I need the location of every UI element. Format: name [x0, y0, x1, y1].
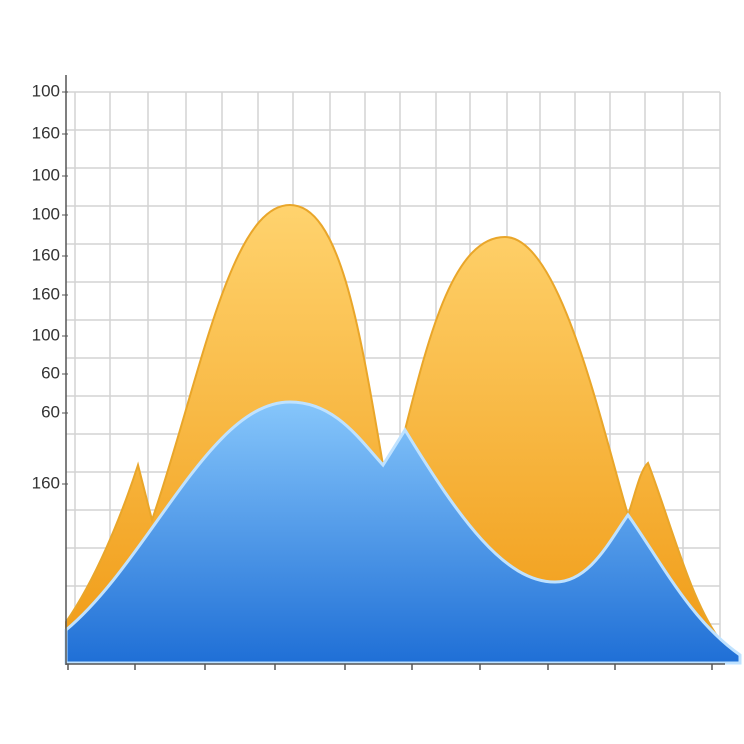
y-tick-label: 100 [32, 204, 60, 223]
y-tick-label: 100 [32, 165, 60, 184]
y-tick-label: 160 [32, 473, 60, 492]
y-tick-label: 100 [32, 81, 60, 100]
y-tick-label: 160 [32, 123, 60, 142]
blue-area [64, 400, 742, 665]
y-tick-label: 160 [32, 245, 60, 264]
y-tick-label: 160 [32, 284, 60, 303]
y-tick-label: 100 [32, 325, 60, 344]
y-tick-label: 60 [41, 402, 60, 421]
y-tick-label: 60 [41, 363, 60, 382]
y-labels: 100 160 100 100 160 160 100 60 60 160 [32, 81, 68, 492]
